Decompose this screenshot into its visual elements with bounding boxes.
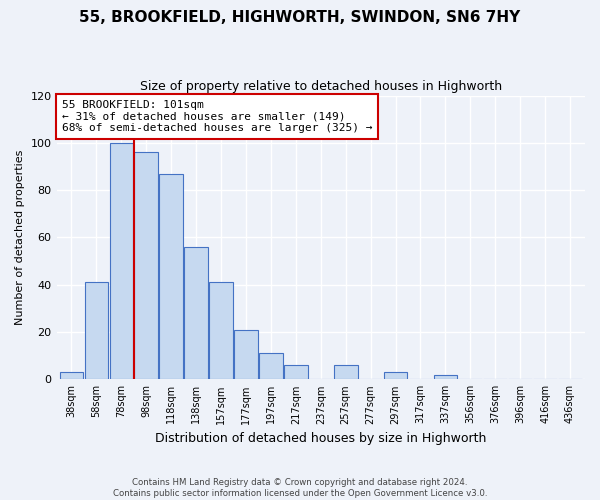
Bar [284, 365, 308, 380]
Text: 55 BROOKFIELD: 101sqm
← 31% of detached houses are smaller (149)
68% of semi-det: 55 BROOKFIELD: 101sqm ← 31% of detached … [62, 100, 373, 133]
Bar [85, 282, 108, 380]
Bar [160, 174, 183, 380]
Y-axis label: Number of detached properties: Number of detached properties [15, 150, 25, 325]
X-axis label: Distribution of detached houses by size in Highworth: Distribution of detached houses by size … [155, 432, 487, 445]
Text: Contains HM Land Registry data © Crown copyright and database right 2024.
Contai: Contains HM Land Registry data © Crown c… [113, 478, 487, 498]
Bar [234, 330, 258, 380]
Bar [209, 282, 233, 380]
Text: 55, BROOKFIELD, HIGHWORTH, SWINDON, SN6 7HY: 55, BROOKFIELD, HIGHWORTH, SWINDON, SN6 … [79, 10, 521, 25]
Bar [134, 152, 158, 380]
Title: Size of property relative to detached houses in Highworth: Size of property relative to detached ho… [140, 80, 502, 93]
Bar [110, 143, 133, 380]
Bar [59, 372, 83, 380]
Bar [259, 354, 283, 380]
Bar [184, 247, 208, 380]
Bar [434, 374, 457, 380]
Bar [384, 372, 407, 380]
Bar [334, 365, 358, 380]
